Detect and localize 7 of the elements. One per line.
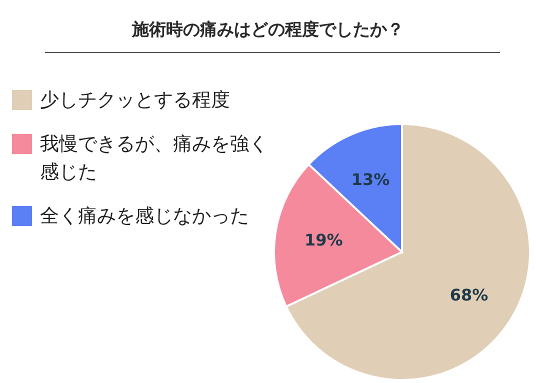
- data-label: 13%: [351, 170, 390, 190]
- data-label: 19%: [304, 230, 343, 250]
- legend-label: 少しチクッとする程度: [40, 89, 230, 111]
- data-label: 68%: [450, 286, 488, 305]
- chart-title: 施術時の痛みはどの程度でしたか？: [130, 19, 405, 41]
- legend-label: 我慢できるが、痛みを強く感じた: [40, 133, 268, 183]
- legend-label: 全く痛みを感じなかった: [40, 205, 249, 227]
